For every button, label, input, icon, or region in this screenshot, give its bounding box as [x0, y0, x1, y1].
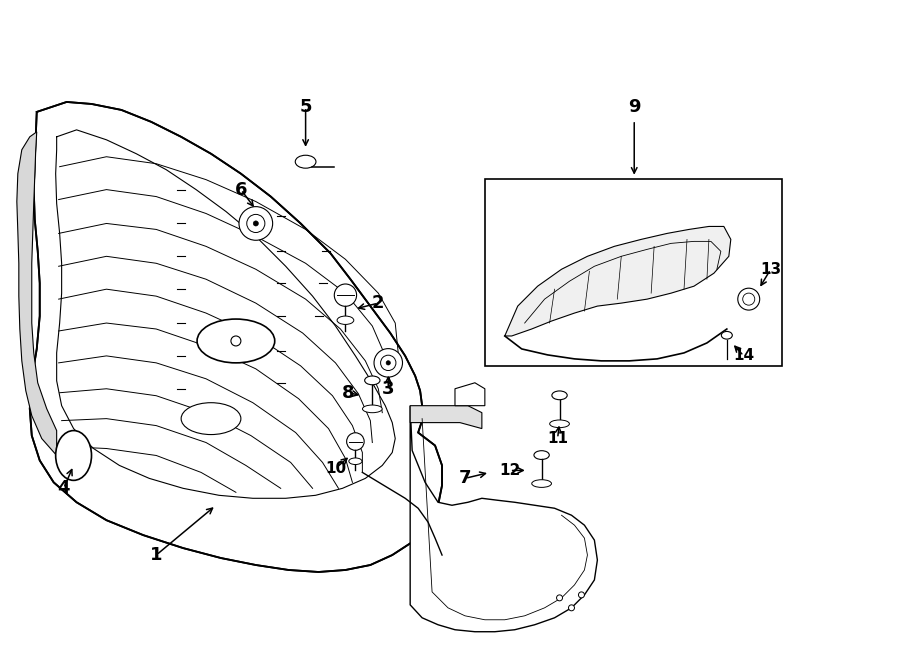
- Polygon shape: [410, 406, 598, 632]
- Circle shape: [579, 592, 584, 598]
- Circle shape: [334, 284, 356, 306]
- Text: 11: 11: [547, 431, 568, 446]
- Text: 2: 2: [372, 294, 384, 312]
- Ellipse shape: [56, 430, 92, 481]
- Ellipse shape: [534, 451, 549, 459]
- Circle shape: [738, 288, 760, 310]
- Ellipse shape: [552, 391, 567, 400]
- Polygon shape: [455, 383, 485, 406]
- Circle shape: [556, 595, 562, 601]
- Ellipse shape: [364, 376, 380, 385]
- Ellipse shape: [295, 155, 316, 168]
- Ellipse shape: [532, 480, 552, 487]
- Ellipse shape: [363, 405, 382, 412]
- Text: 10: 10: [325, 461, 346, 476]
- Text: 8: 8: [342, 384, 355, 402]
- Text: 12: 12: [500, 463, 520, 478]
- Polygon shape: [17, 132, 57, 455]
- Circle shape: [253, 221, 258, 226]
- Text: 9: 9: [628, 98, 641, 116]
- Circle shape: [346, 433, 364, 450]
- Ellipse shape: [181, 403, 241, 434]
- Ellipse shape: [550, 420, 570, 428]
- Ellipse shape: [338, 316, 354, 325]
- Ellipse shape: [722, 331, 733, 339]
- Polygon shape: [505, 227, 731, 336]
- Text: 6: 6: [235, 180, 248, 198]
- Text: 3: 3: [382, 380, 394, 398]
- Circle shape: [742, 293, 755, 305]
- Text: 14: 14: [734, 348, 754, 364]
- Polygon shape: [30, 102, 442, 572]
- Circle shape: [381, 355, 396, 371]
- Circle shape: [386, 361, 391, 365]
- Text: 7: 7: [459, 469, 472, 487]
- Text: 5: 5: [300, 98, 312, 116]
- Text: 4: 4: [58, 479, 70, 497]
- Text: 13: 13: [760, 262, 781, 277]
- Circle shape: [569, 605, 574, 611]
- Polygon shape: [410, 406, 482, 428]
- Ellipse shape: [197, 319, 274, 363]
- Ellipse shape: [349, 458, 362, 465]
- Text: 1: 1: [150, 546, 163, 564]
- Circle shape: [247, 214, 265, 233]
- Circle shape: [374, 348, 402, 377]
- Bar: [485, 178, 781, 366]
- Circle shape: [239, 207, 273, 241]
